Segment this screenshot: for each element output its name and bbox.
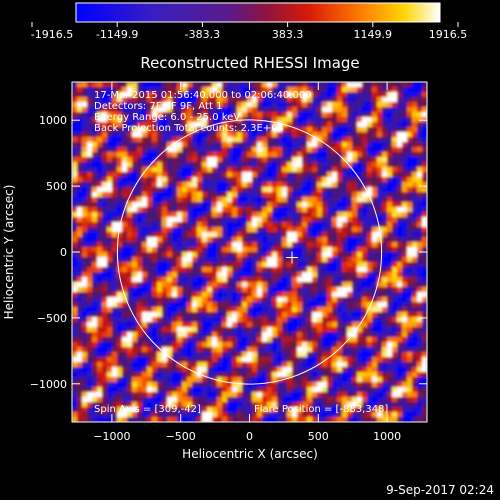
spin-axis-marker [286, 251, 299, 264]
x-tick-label: −500 [166, 430, 196, 443]
time-range-label: 17-Mar-2015 01:56:40.000 to 02:06:40.000 [94, 90, 312, 101]
x-tick-label: 500 [308, 430, 329, 443]
x-tick-label: 1000 [373, 430, 401, 443]
colorbar-tick-label: -1149.9 [96, 28, 138, 41]
chart-title: Reconstructed RHESSI Image [140, 54, 359, 72]
y-tick-label: −1000 [30, 378, 67, 391]
detectors-label: Detectors: 7F 8F 9F, Att 1 [94, 101, 222, 112]
colorbar-tick-label: 1149.9 [354, 28, 393, 41]
colorbar-tick-label: 1916.5 [429, 28, 468, 41]
colorbar-tick-label: 383.3 [272, 28, 304, 41]
x-tick-label: −1000 [93, 430, 130, 443]
axis-ticks: −1000 −500 0 500 1000 −1000 −500 0 500 1000 [30, 82, 427, 443]
y-tick-label: 500 [46, 180, 67, 193]
x-axis-label: Heliocentric X (arcsec) [182, 447, 318, 461]
heatmap-image [72, 82, 427, 422]
colorbar-gradient [75, 2, 441, 23]
y-tick-label: 0 [60, 246, 67, 259]
y-tick-label: 1000 [39, 114, 67, 127]
solar-limb-circle [116, 119, 383, 385]
energy-range-label: Energy Range: 6.0 - 25.0 keV [94, 112, 240, 123]
plot-timestamp: 9-Sep-2017 02:24 [386, 483, 494, 497]
colorbar-ticks: -1916.5 -1149.9 -383.3 383.3 1149.9 1916.5 [31, 22, 467, 41]
y-tick-label: −500 [37, 312, 67, 325]
spin-axis-label: Spin Axis = [309,-42] [94, 404, 201, 415]
method-counts-label: Back Projection Total counts: 2.3E+04 [94, 123, 284, 134]
flare-position-label: Flare Position = [-883,348] [254, 404, 388, 415]
colorbar-tick-label: -383.3 [185, 28, 220, 41]
y-axis-label: Heliocentric Y (arcsec) [2, 185, 16, 320]
colorbar: -1916.5 -1149.9 -383.3 383.3 1149.9 1916.5 [31, 2, 467, 41]
x-tick-label: 0 [246, 430, 253, 443]
colorbar-tick-label: -1916.5 [31, 28, 73, 41]
